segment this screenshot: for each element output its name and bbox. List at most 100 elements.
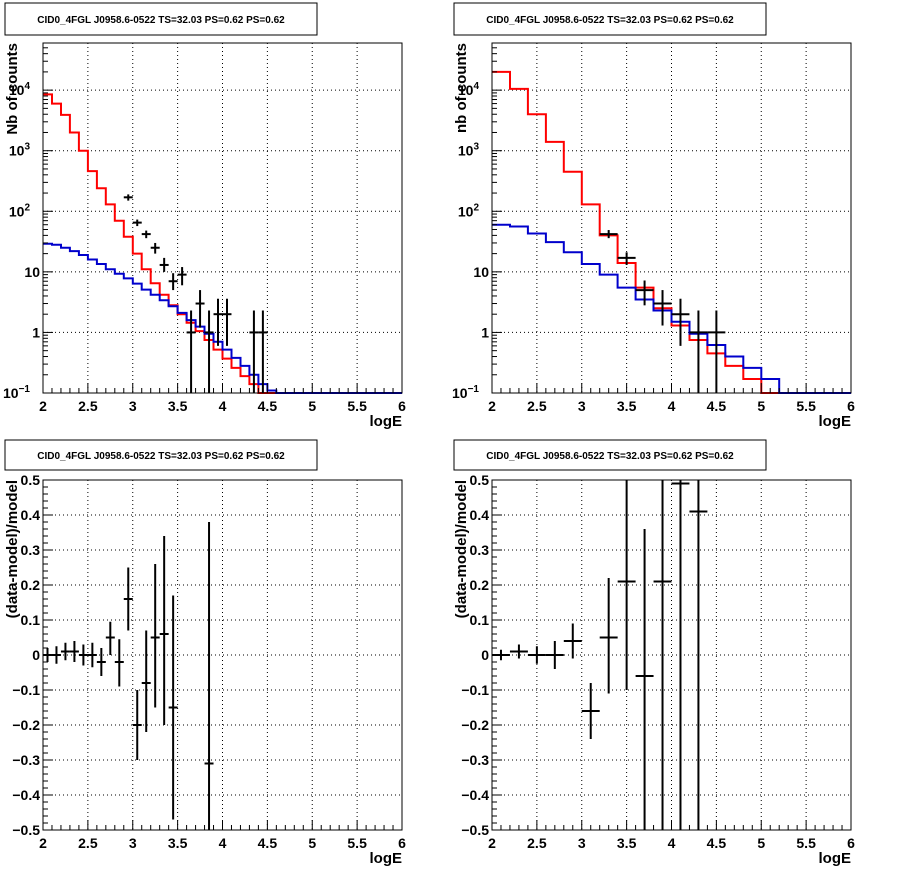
y-tick-label: 0.4	[470, 507, 490, 523]
data-point	[707, 310, 726, 393]
y-axis-ticks	[492, 42, 502, 394]
x-axis-label: logE	[819, 413, 852, 430]
data-point	[617, 480, 636, 690]
data-point	[635, 280, 654, 306]
y-axis-label: nb of counts	[453, 43, 470, 133]
y-tick-label: 0	[481, 647, 489, 663]
x-tick-label: 5	[757, 835, 765, 851]
y-tick-exponent: 4	[473, 81, 479, 92]
data-point	[635, 529, 654, 830]
data-point	[689, 310, 708, 393]
chart-title: CID0_4FGL J0958.6-0522 TS=32.03 PS=0.62 …	[486, 15, 734, 26]
x-tick-label: 5	[757, 398, 765, 414]
y-tick-label: 0.3	[21, 542, 41, 558]
y-tick-label: −0.5	[12, 822, 40, 838]
data-point	[258, 310, 268, 393]
x-tick-label: 5.5	[347, 835, 367, 851]
chart-title: CID0_4FGL J0958.6-0522 TS=32.03 PS=0.62 …	[37, 15, 285, 26]
x-tick-label: 4	[219, 835, 227, 851]
y-tick-label: 0.2	[21, 577, 41, 593]
data-point	[195, 290, 205, 328]
y-tick-label: −0.1	[461, 682, 489, 698]
data-point	[653, 480, 672, 830]
data-point	[168, 595, 178, 820]
x-tick-label: 2	[488, 398, 496, 414]
y-tick-label: −0.1	[12, 682, 40, 698]
data-point	[689, 480, 708, 830]
data-points	[43, 522, 214, 830]
x-tick-label: 2.5	[78, 835, 98, 851]
x-tick-label: 4	[668, 835, 676, 851]
x-tick-label: 4.5	[258, 835, 278, 851]
data-point	[150, 242, 160, 254]
data-points	[492, 480, 708, 830]
chart-title: CID0_4FGL J0958.6-0522 TS=32.03 PS=0.62 …	[37, 451, 285, 462]
data-point	[114, 639, 124, 687]
x-tick-label: 5.5	[796, 835, 816, 851]
series-step-line	[492, 223, 851, 394]
chart-title: CID0_4FGL J0958.6-0522 TS=32.03 PS=0.62 …	[486, 451, 734, 462]
series-step-line	[492, 70, 851, 394]
data-point	[132, 219, 142, 227]
x-tick-label: 5.5	[796, 398, 816, 414]
data-point	[105, 621, 115, 655]
x-tick-label: 5.5	[347, 398, 367, 414]
data-point	[563, 623, 582, 659]
y-tick-label: −0.3	[461, 752, 489, 768]
x-axis-label: logE	[370, 413, 403, 430]
x-tick-label: 4.5	[707, 398, 727, 414]
data-point	[141, 630, 151, 732]
y-tick-label: 0	[32, 647, 40, 663]
plot-area	[43, 480, 402, 830]
chart-panel-3: 2 2.5 3 3.5 4 4.5 5 5.5 6 −0.5 −0.4 −0.3 −0.2 −0.1 0 0.…	[4, 439, 406, 867]
data-point	[204, 310, 214, 393]
x-tick-label: 4.5	[707, 835, 727, 851]
y-tick-label: −0.2	[461, 717, 489, 733]
plot-area	[492, 43, 851, 393]
x-tick-label: 3.5	[168, 398, 188, 414]
y-axis-ticks	[43, 42, 53, 394]
data-point	[527, 646, 546, 664]
data-point	[123, 567, 133, 631]
data-point	[150, 564, 160, 708]
x-tick-label: 2.5	[527, 398, 547, 414]
x-tick-label: 3.5	[168, 835, 188, 851]
x-tick-label: 4	[219, 398, 227, 414]
y-tick-label: −0.2	[12, 717, 40, 733]
x-tick-label: 3	[578, 398, 586, 414]
y-tick-label: −0.5	[461, 822, 489, 838]
y-tick-label: 0.1	[21, 612, 41, 628]
data-point	[671, 480, 690, 830]
x-axis-ticks	[42, 820, 403, 830]
y-tick-label: 0.3	[470, 542, 490, 558]
y-tick-exponent: 2	[24, 202, 30, 213]
x-tick-label: 3.5	[617, 835, 637, 851]
x-tick-label: 3.5	[617, 398, 637, 414]
y-tick-label: 102	[9, 202, 31, 219]
data-point	[51, 646, 61, 664]
title-box	[4, 439, 318, 471]
chart-panel-4: 2 2.5 3 3.5 4 4.5 5 5.5 6 −0.5 −0.4 −0.3 −0.2 −0.1 0 0.…	[453, 439, 855, 867]
chart-panel-2: 2 2.5 3 3.5 4 4.5 5 5.5 610−1110102103104logEnb …	[452, 2, 855, 430]
x-tick-label: 2.5	[78, 398, 98, 414]
y-tick-label: 0.5	[470, 472, 490, 488]
chart-panel-1: 2 2.5 3 3.5 4 4.5 5 5.5 610−1110102103104logENb …	[3, 2, 406, 430]
data-point	[78, 644, 88, 666]
y-tick-label: 1	[481, 324, 489, 340]
x-tick-label: 3	[129, 398, 137, 414]
data-point	[581, 683, 600, 739]
y-axis-label: (data-model)/model	[453, 480, 470, 618]
x-axis-ticks	[491, 383, 852, 393]
y-axis-label: Nb of counts	[4, 43, 21, 135]
x-tick-label: 4.5	[258, 398, 278, 414]
x-tick-label: 4	[668, 398, 676, 414]
y-tick-label: 0.5	[21, 472, 41, 488]
y-tick-label: 0.2	[470, 577, 490, 593]
x-axis-ticks	[491, 820, 852, 830]
y-tick-label: 102	[458, 202, 480, 219]
data-point	[87, 642, 97, 668]
x-tick-label: 2.5	[527, 835, 547, 851]
data-point	[60, 642, 70, 661]
y-tick-label: 10	[24, 264, 40, 280]
